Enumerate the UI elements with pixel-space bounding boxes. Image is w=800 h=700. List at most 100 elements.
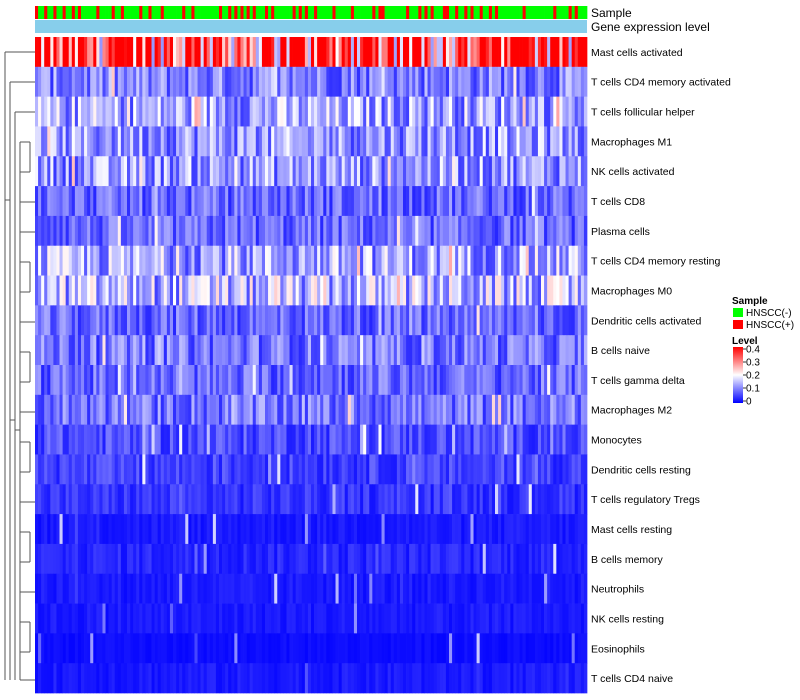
heatmap-cell xyxy=(479,514,484,545)
heatmap-cell xyxy=(430,156,435,187)
heatmap-cell xyxy=(255,66,260,97)
heatmap-cell xyxy=(409,215,413,247)
heatmap-cell xyxy=(62,66,67,97)
heatmap-cell xyxy=(169,543,174,575)
heatmap-cell xyxy=(108,603,113,634)
heatmap-cell xyxy=(93,633,97,664)
heatmap-cell xyxy=(464,365,468,396)
heatmap-cell xyxy=(148,186,152,217)
heatmap-cell xyxy=(553,186,557,217)
heatmap-cell xyxy=(123,66,128,97)
heatmap-cell xyxy=(415,275,419,306)
heatmap-cell xyxy=(274,126,278,157)
heatmap-cell xyxy=(442,454,447,485)
heatmap-cell xyxy=(372,156,376,187)
heatmap-cell xyxy=(280,305,284,336)
heatmap-cell xyxy=(363,663,367,694)
heatmap-cell xyxy=(163,663,168,694)
heatmap-cell xyxy=(519,543,523,575)
heatmap-cell xyxy=(473,37,477,68)
heatmap-cell xyxy=(403,215,407,247)
heatmap-cell xyxy=(317,573,321,604)
heatmap-cell xyxy=(90,96,94,127)
heatmap-cell xyxy=(541,66,545,97)
heatmap-cell xyxy=(317,514,321,545)
heatmap-cell xyxy=(314,484,318,515)
heatmap-cell xyxy=(320,424,324,455)
heatmap-cell xyxy=(93,424,97,455)
heatmap-cell xyxy=(99,126,103,157)
heatmap-cell xyxy=(577,514,582,545)
heatmap-cell xyxy=(298,543,303,575)
heatmap-cell xyxy=(68,365,73,396)
heatmap-cell xyxy=(344,215,349,247)
heatmap-cell xyxy=(286,633,290,664)
heatmap-cell xyxy=(206,215,211,247)
heatmap-cell xyxy=(194,96,198,127)
heatmap-cell xyxy=(151,156,155,187)
heatmap-cell xyxy=(176,156,180,187)
heatmap-cell xyxy=(332,156,336,187)
heatmap-cell xyxy=(258,454,263,485)
heatmap-cell xyxy=(50,454,54,485)
heatmap-cell xyxy=(304,126,309,157)
heatmap-cell xyxy=(157,96,162,127)
heatmap-cell xyxy=(228,305,232,336)
heatmap-cell xyxy=(396,96,401,127)
heatmap-cell xyxy=(38,275,42,306)
row-label: B cells memory xyxy=(591,554,664,566)
heatmap-cell xyxy=(188,305,192,336)
heatmap-cell xyxy=(209,215,214,247)
heatmap-cell xyxy=(347,394,352,425)
heatmap-cell xyxy=(139,454,143,485)
heatmap-cell xyxy=(479,215,484,247)
heatmap-cell xyxy=(206,305,211,336)
heatmap-cell xyxy=(396,126,401,157)
heatmap-cell xyxy=(580,96,585,127)
heatmap-cell xyxy=(120,305,125,336)
sample-annotation-cell xyxy=(544,6,548,19)
heatmap-cell xyxy=(519,126,523,157)
heatmap-cell xyxy=(114,215,119,247)
heatmap-cell xyxy=(513,484,517,515)
heatmap-cell xyxy=(353,335,358,366)
heatmap-cell xyxy=(449,394,453,425)
heatmap-cell xyxy=(510,66,514,97)
heatmap-cell xyxy=(130,37,134,68)
heatmap-cell xyxy=(81,663,85,694)
heatmap-cell xyxy=(375,543,379,575)
heatmap-cell xyxy=(127,573,131,604)
heatmap-cell xyxy=(215,37,220,68)
heatmap-cell xyxy=(163,394,168,425)
heatmap-cell xyxy=(537,663,542,694)
heatmap-cell xyxy=(449,66,453,97)
sample-annotation-cell xyxy=(120,6,125,19)
heatmap-cell xyxy=(206,156,211,187)
heatmap-cell xyxy=(280,215,284,247)
heatmap-cell xyxy=(191,305,195,336)
heatmap-cell xyxy=(335,215,339,247)
heatmap-cell xyxy=(571,663,576,694)
heatmap-cell xyxy=(44,245,48,276)
heatmap-cell xyxy=(547,156,551,187)
heatmap-cell xyxy=(476,66,481,97)
heatmap-cell xyxy=(344,335,349,366)
heatmap-cell xyxy=(504,305,508,336)
heatmap-cell xyxy=(577,663,582,694)
sample-annotation-cell xyxy=(442,6,447,19)
heatmap-cell xyxy=(470,186,474,217)
heatmap-cell xyxy=(470,215,474,247)
heatmap-cell xyxy=(59,156,63,187)
heatmap-cell xyxy=(329,633,333,664)
heatmap-cell xyxy=(123,484,128,515)
heatmap-cell xyxy=(123,394,128,425)
heatmap-cell xyxy=(289,394,293,425)
heatmap-cell xyxy=(574,305,579,336)
heatmap-cell xyxy=(583,365,588,396)
heatmap-cell xyxy=(580,633,585,664)
heatmap-cell xyxy=(243,186,247,217)
heatmap-cell xyxy=(197,126,201,157)
heatmap-cell xyxy=(99,424,103,455)
heatmap-cell xyxy=(191,215,195,247)
heatmap-cell xyxy=(467,663,471,694)
